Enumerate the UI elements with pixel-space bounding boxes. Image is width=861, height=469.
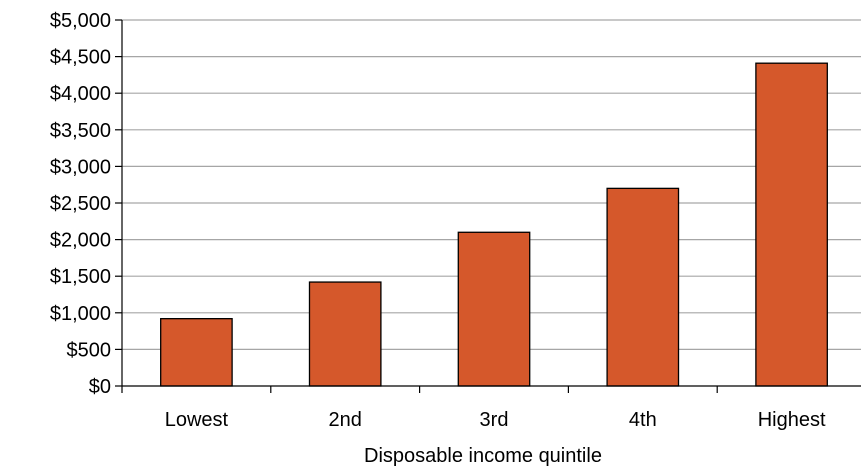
x-tick-label: 2nd bbox=[329, 409, 362, 431]
y-tick-label: $500 bbox=[67, 339, 112, 361]
x-tick-label: Highest bbox=[758, 409, 826, 431]
y-tick-label: $5,000 bbox=[50, 10, 111, 32]
x-axis-title: Disposable income quintile bbox=[364, 445, 602, 467]
y-tick-label: $2,500 bbox=[50, 193, 111, 215]
bar-lowest bbox=[160, 318, 233, 387]
bar-4th bbox=[606, 187, 680, 387]
x-tick-label: Lowest bbox=[165, 409, 229, 431]
y-tick-label: $0 bbox=[89, 376, 111, 398]
y-tick-label: $1,000 bbox=[50, 303, 111, 325]
y-tick-label: $1,500 bbox=[50, 266, 111, 288]
bars bbox=[160, 62, 828, 387]
y-tick-label: $2,000 bbox=[50, 230, 111, 252]
y-tick-label: $4,000 bbox=[50, 83, 111, 105]
y-tick-label: $4,500 bbox=[50, 47, 111, 69]
x-tick-label: 4th bbox=[629, 409, 657, 431]
x-axis-ticks: Lowest 2nd 3rd 4th Highest bbox=[121, 386, 826, 431]
x-tick-label: 3rd bbox=[480, 409, 509, 431]
bar-highest bbox=[755, 62, 828, 387]
y-axis-ticks: $0 $500 $1,000 $1,500 $2,000 $2,500 $3,000 $3,5… bbox=[50, 10, 122, 398]
bar-3rd bbox=[457, 231, 531, 387]
y-tick-label: $3,000 bbox=[50, 156, 111, 178]
y-tick-label: $3,500 bbox=[50, 120, 111, 142]
grid-lines bbox=[122, 19, 861, 350]
bar-2nd bbox=[308, 281, 382, 387]
